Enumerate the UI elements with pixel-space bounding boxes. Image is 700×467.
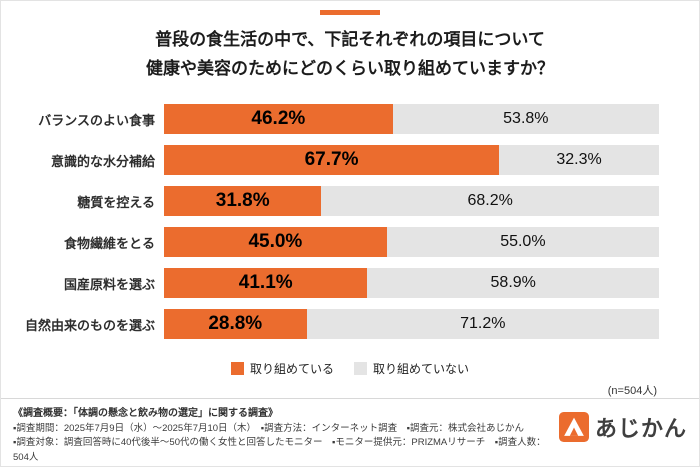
chart-row: 国産原料を選ぶ 41.1% 58.9% <box>15 268 659 299</box>
value-label-doing: 41.1% <box>238 272 293 294</box>
value-label-doing: 31.8% <box>215 190 270 212</box>
value-label-not-doing: 68.2% <box>467 192 513 210</box>
value-label-doing: 46.2% <box>251 108 306 130</box>
survey-overview-line2: ▪調査対象：調査回答時に40代後半～50代の働く女性と回答したモニター ▪モニタ… <box>13 437 546 464</box>
bar-segment-doing: 45.0% <box>164 227 387 258</box>
category-label: 糖質を控える <box>77 194 155 210</box>
stacked-bar-chart: バランスのよい食事 46.2% 53.8% 意識的な水分補給 67.7% 32.… <box>15 104 659 340</box>
category-label: 自然由来のものを選ぶ <box>24 317 155 333</box>
bar-segment-not-doing: 58.9% <box>367 268 659 299</box>
ajikan-logo-icon <box>558 412 589 443</box>
legend-swatch-doing <box>230 362 244 376</box>
chart-row: 意識的な水分補給 67.7% 32.3% <box>15 145 659 176</box>
bar-segment-not-doing: 68.2% <box>321 186 659 217</box>
legend-swatch-not-doing <box>354 362 367 376</box>
chart-title: 普段の食生活の中で、下記それぞれの項目について 健康や美容のためにどのくらい取り… <box>1 26 699 84</box>
bar-segment-doing: 41.1% <box>164 268 368 299</box>
bar-segment-not-doing: 55.0% <box>386 227 659 258</box>
sample-size-note: (n=504人) <box>607 385 657 398</box>
bar-track: 28.8% 71.2% <box>164 309 659 340</box>
value-label-not-doing: 58.9% <box>490 274 536 292</box>
value-label-doing: 45.0% <box>248 231 303 253</box>
bar-segment-doing: 67.7% <box>164 145 500 176</box>
survey-overview-line1: ▪調査期間：2025年7月9日（水）～2025年7月10日（木） ▪調査方法：イ… <box>13 422 525 434</box>
value-label-doing: 67.7% <box>304 149 359 171</box>
value-label-not-doing: 71.2% <box>460 315 506 333</box>
legend-label-doing: 取り組めている <box>249 362 334 377</box>
legend-item-doing: 取り組めている <box>230 360 334 377</box>
bar-segment-doing: 31.8% <box>164 186 322 217</box>
legend-label-not-doing: 取り組めていない <box>373 362 470 377</box>
chart-title-line1: 普段の食生活の中で、下記それぞれの項目について <box>155 30 545 50</box>
chart-row: 自然由来のものを選ぶ 28.8% 71.2% <box>15 309 659 340</box>
bar-track: 45.0% 55.0% <box>164 227 659 258</box>
legend: 取り組めている 取り組めていない <box>1 360 699 377</box>
bar-track: 31.8% 68.2% <box>164 186 659 217</box>
top-accent-bar <box>320 10 380 16</box>
ajikan-logo: あじかん <box>558 411 687 443</box>
category-label: 食物繊維をとる <box>63 235 155 251</box>
bar-track: 41.1% 58.9% <box>164 268 659 299</box>
ajikan-logo-text: あじかん <box>594 416 687 442</box>
bar-segment-doing: 28.8% <box>164 309 307 340</box>
legend-item-not-doing: 取り組めていない <box>354 360 469 377</box>
survey-overview-footer: 《調査概要：「体調の懸念と飲み物の選定」に関する調査》 ▪調査期間：2025年7… <box>1 398 699 466</box>
value-label-not-doing: 55.0% <box>500 233 546 251</box>
category-label: バランスのよい食事 <box>38 112 155 128</box>
bar-track: 67.7% 32.3% <box>164 145 659 176</box>
bar-track: 46.2% 53.8% <box>164 104 659 135</box>
bar-segment-not-doing: 53.8% <box>392 104 659 135</box>
category-label: 国産原料を選ぶ <box>63 276 155 292</box>
value-label-doing: 28.8% <box>208 313 263 335</box>
chart-row: 糖質を控える 31.8% 68.2% <box>15 186 659 217</box>
value-label-not-doing: 53.8% <box>503 110 549 128</box>
category-label: 意識的な水分補給 <box>50 153 155 169</box>
bar-segment-not-doing: 71.2% <box>306 309 659 340</box>
chart-row: バランスのよい食事 46.2% 53.8% <box>15 104 659 135</box>
chart-title-line2: 健康や美容のためにどのくらい取り組めていますか？ <box>146 59 554 79</box>
bar-segment-doing: 46.2% <box>164 104 393 135</box>
bar-segment-not-doing: 32.3% <box>499 145 659 176</box>
value-label-not-doing: 32.3% <box>556 151 602 169</box>
chart-row: 食物繊維をとる 45.0% 55.0% <box>15 227 659 258</box>
survey-overview-heading: 《調査概要：「体調の懸念と飲み物の選定」に関する調査》 <box>13 408 278 420</box>
